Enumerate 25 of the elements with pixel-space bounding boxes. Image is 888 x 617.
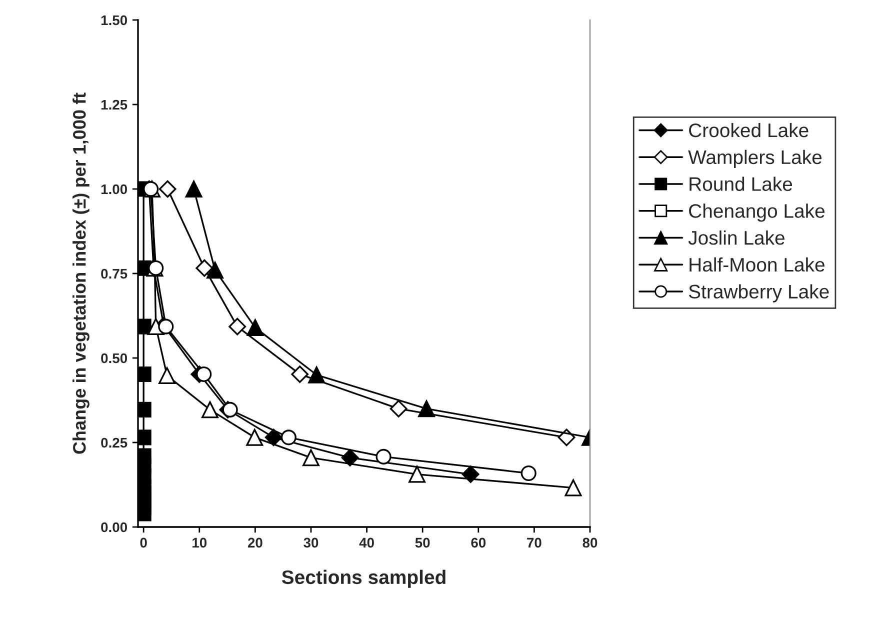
y-tick-label: 1.25 bbox=[101, 100, 128, 110]
legend-label: Wamplers Lake bbox=[688, 150, 822, 168]
y-axis-title: Change in vegetation index (±) per 1,000 ft bbox=[72, 92, 90, 454]
x-axis-title: Sections sampled bbox=[282, 570, 446, 588]
y-tick-label: 0.00 bbox=[101, 522, 128, 532]
x-tick-label: 80 bbox=[582, 538, 598, 548]
y-tick-label: 0.75 bbox=[101, 268, 128, 279]
x-tick-label: 50 bbox=[415, 538, 430, 548]
x-tick-label: 60 bbox=[471, 538, 486, 548]
x-tick-label: 40 bbox=[359, 538, 374, 548]
legend-label: Half-Moon Lake bbox=[690, 257, 824, 272]
x-tick-label: 10 bbox=[192, 538, 207, 548]
y-tick-label: 1.00 bbox=[101, 184, 128, 194]
legend-label: Crooked Lake bbox=[689, 122, 808, 138]
y-tick-label: 0.25 bbox=[101, 438, 128, 448]
x-tick-label: 30 bbox=[304, 538, 318, 548]
legend-label: Round Lake bbox=[690, 176, 792, 192]
x-tick-label: 20 bbox=[248, 538, 262, 548]
legend-label: Strawberry Lake bbox=[688, 284, 829, 302]
y-tick-label: 1.50 bbox=[101, 15, 128, 26]
x-tick-label: 0 bbox=[140, 538, 147, 548]
x-tick-label: 70 bbox=[527, 538, 542, 548]
y-tick-label: 0.50 bbox=[101, 353, 128, 364]
legend-label: Chenango Lake bbox=[689, 204, 825, 222]
legend-label: Joslin Lake bbox=[688, 230, 784, 245]
